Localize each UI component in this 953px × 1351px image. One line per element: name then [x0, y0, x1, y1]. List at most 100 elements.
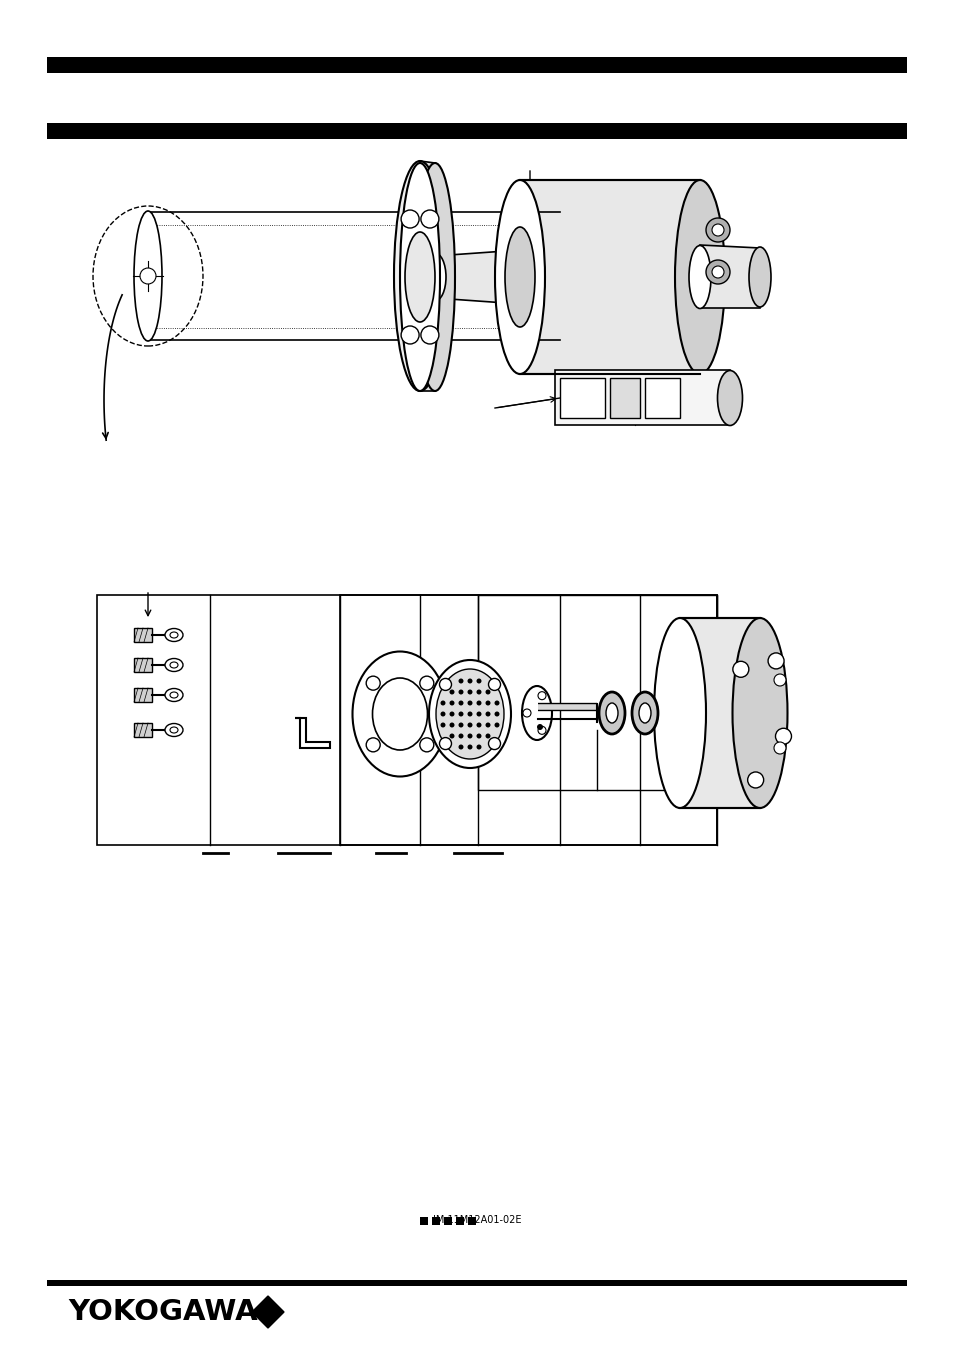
Circle shape	[458, 678, 463, 684]
Ellipse shape	[748, 247, 770, 307]
Polygon shape	[252, 1296, 284, 1328]
Circle shape	[467, 723, 472, 727]
Polygon shape	[519, 180, 700, 374]
Bar	[339, 594, 717, 844]
Circle shape	[458, 723, 463, 727]
Circle shape	[476, 678, 481, 684]
Bar	[419, 1217, 428, 1225]
Polygon shape	[294, 717, 330, 748]
Circle shape	[476, 712, 481, 716]
Ellipse shape	[165, 658, 183, 671]
Ellipse shape	[165, 724, 183, 736]
Ellipse shape	[170, 632, 178, 638]
Polygon shape	[700, 245, 760, 308]
Polygon shape	[435, 250, 519, 304]
Ellipse shape	[170, 692, 178, 698]
Circle shape	[773, 742, 785, 754]
Ellipse shape	[732, 617, 786, 808]
Ellipse shape	[521, 686, 552, 740]
Circle shape	[476, 701, 481, 705]
Circle shape	[419, 738, 434, 753]
Circle shape	[485, 689, 490, 694]
Circle shape	[440, 701, 445, 705]
Circle shape	[711, 224, 723, 236]
Circle shape	[732, 661, 748, 677]
Circle shape	[458, 744, 463, 750]
Bar	[468, 1217, 476, 1225]
Circle shape	[485, 712, 490, 716]
Bar	[443, 1217, 452, 1225]
Ellipse shape	[170, 727, 178, 734]
Circle shape	[773, 674, 785, 686]
Circle shape	[467, 678, 472, 684]
Circle shape	[366, 738, 380, 753]
Circle shape	[537, 724, 542, 730]
Circle shape	[705, 259, 729, 284]
Ellipse shape	[717, 370, 741, 426]
Ellipse shape	[372, 678, 427, 750]
Ellipse shape	[165, 628, 183, 642]
Circle shape	[747, 771, 762, 788]
Circle shape	[140, 267, 156, 284]
Ellipse shape	[504, 227, 535, 327]
Circle shape	[449, 701, 454, 705]
Text: YOKOGAWA: YOKOGAWA	[68, 1298, 257, 1325]
Circle shape	[449, 723, 454, 727]
Circle shape	[485, 723, 490, 727]
Circle shape	[467, 701, 472, 705]
Circle shape	[467, 744, 472, 750]
Circle shape	[476, 689, 481, 694]
Ellipse shape	[436, 669, 503, 759]
Circle shape	[440, 712, 445, 716]
Ellipse shape	[133, 211, 162, 340]
Ellipse shape	[165, 689, 183, 701]
Circle shape	[522, 709, 531, 717]
Polygon shape	[419, 161, 435, 390]
Circle shape	[467, 712, 472, 716]
Circle shape	[537, 727, 545, 735]
Ellipse shape	[598, 692, 624, 734]
Bar	[555, 370, 729, 426]
Bar	[609, 378, 639, 417]
Ellipse shape	[415, 163, 455, 390]
Ellipse shape	[675, 180, 724, 374]
Ellipse shape	[654, 617, 705, 808]
Circle shape	[494, 701, 499, 705]
Circle shape	[485, 701, 490, 705]
Ellipse shape	[429, 661, 511, 767]
Ellipse shape	[399, 163, 439, 390]
FancyBboxPatch shape	[133, 658, 152, 671]
Circle shape	[467, 734, 472, 739]
Circle shape	[494, 712, 499, 716]
Circle shape	[767, 653, 783, 669]
Ellipse shape	[405, 232, 435, 322]
Circle shape	[419, 676, 434, 690]
Ellipse shape	[495, 180, 544, 374]
Bar	[644, 378, 679, 417]
Circle shape	[705, 218, 729, 242]
Text: IM 11M12A01-02E: IM 11M12A01-02E	[433, 1215, 520, 1225]
Circle shape	[458, 712, 463, 716]
Circle shape	[488, 738, 500, 750]
Bar	[432, 1217, 439, 1225]
Ellipse shape	[688, 246, 710, 308]
Circle shape	[366, 676, 380, 690]
Polygon shape	[679, 617, 760, 808]
Circle shape	[711, 266, 723, 278]
FancyBboxPatch shape	[133, 723, 152, 738]
Circle shape	[494, 723, 499, 727]
FancyBboxPatch shape	[133, 628, 152, 642]
Bar	[47, 123, 906, 139]
Bar	[456, 1217, 463, 1225]
Circle shape	[420, 326, 438, 345]
Circle shape	[439, 738, 451, 750]
Circle shape	[775, 728, 791, 744]
FancyBboxPatch shape	[133, 688, 152, 703]
Ellipse shape	[352, 651, 447, 777]
Circle shape	[458, 701, 463, 705]
Circle shape	[467, 689, 472, 694]
Bar	[47, 57, 906, 73]
Circle shape	[458, 689, 463, 694]
Ellipse shape	[631, 692, 658, 734]
Bar	[47, 1279, 906, 1286]
